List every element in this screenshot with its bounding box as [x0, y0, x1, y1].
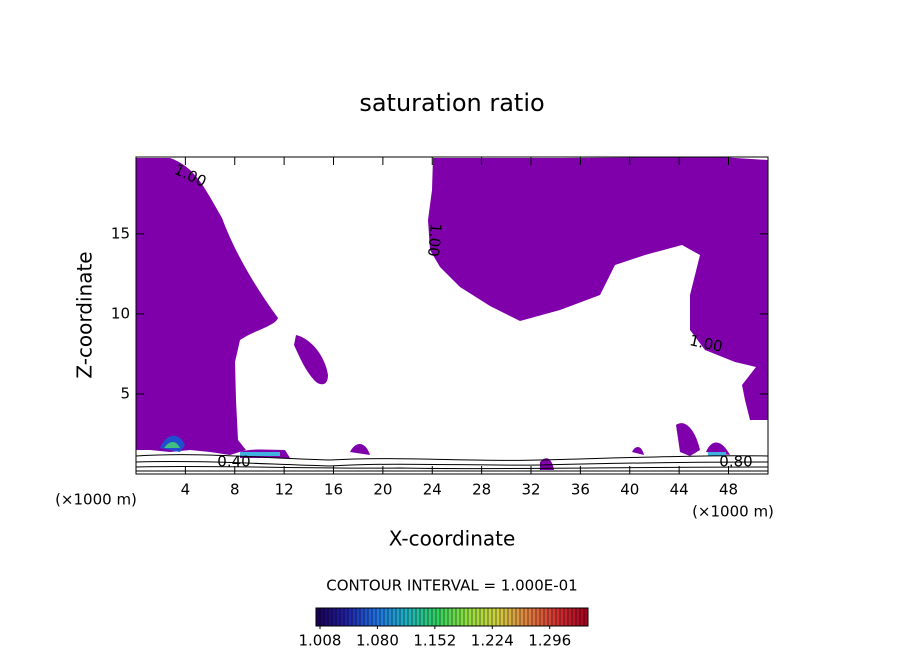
region — [676, 423, 700, 456]
x-tick-label: 8 — [230, 481, 240, 499]
x-tick-label: 36 — [571, 481, 590, 499]
x-tick-label: 28 — [472, 481, 491, 499]
colorbar-label: 1.152 — [413, 632, 456, 650]
x-unit-label: (×1000 m) — [55, 491, 137, 509]
y-tick-label: 10 — [111, 304, 130, 322]
colorbar-label: 1.224 — [471, 632, 514, 650]
high-values — [160, 435, 726, 456]
x-tick-label: 12 — [275, 481, 294, 499]
contour-line — [135, 470, 769, 472]
colorbar-label: 1.008 — [299, 632, 342, 650]
colorbar-label: 1.080 — [356, 632, 399, 650]
contour-label: 0.40 — [217, 453, 250, 471]
y-axis-label: Z-coordinate — [73, 251, 97, 378]
y-tick-label: 5 — [120, 384, 130, 402]
region — [428, 157, 768, 420]
x-tick-label: 20 — [373, 481, 392, 499]
x-tick-label: 4 — [181, 481, 191, 499]
y-tick-label: 15 — [111, 224, 130, 242]
contour-labels: 1.00 1.00 1.00 0.80 0.40 — [171, 160, 752, 470]
region — [136, 158, 278, 455]
x-axis-label: X-coordinate — [389, 527, 516, 551]
high-region — [708, 452, 726, 456]
contour-label: 1.00 — [424, 223, 445, 258]
high-region — [164, 442, 180, 448]
x-tick-label: 16 — [324, 481, 343, 499]
contour-line — [135, 465, 769, 470]
x-tick-label: 44 — [670, 481, 689, 499]
contour-line — [135, 460, 769, 467]
region — [350, 442, 730, 470]
x-unit-label: (×1000 m) — [692, 503, 774, 521]
x-tick-label: 48 — [719, 481, 738, 499]
chart-title: saturation ratio — [359, 89, 544, 117]
x-tick-label: 24 — [423, 481, 442, 499]
high-region — [240, 452, 280, 456]
region — [294, 335, 328, 385]
contour-lines — [135, 454, 769, 472]
plot-frame — [135, 156, 769, 475]
annotation: CONTOUR INTERVAL = 1.000E-01 — [326, 577, 577, 595]
colorbar-label: 1.296 — [528, 632, 571, 650]
contour-regions — [136, 157, 768, 470]
contour-label: 0.80 — [719, 453, 752, 471]
contour-line — [135, 454, 769, 461]
x-tick-label: 40 — [620, 481, 639, 499]
x-tick-label: 32 — [521, 481, 540, 499]
